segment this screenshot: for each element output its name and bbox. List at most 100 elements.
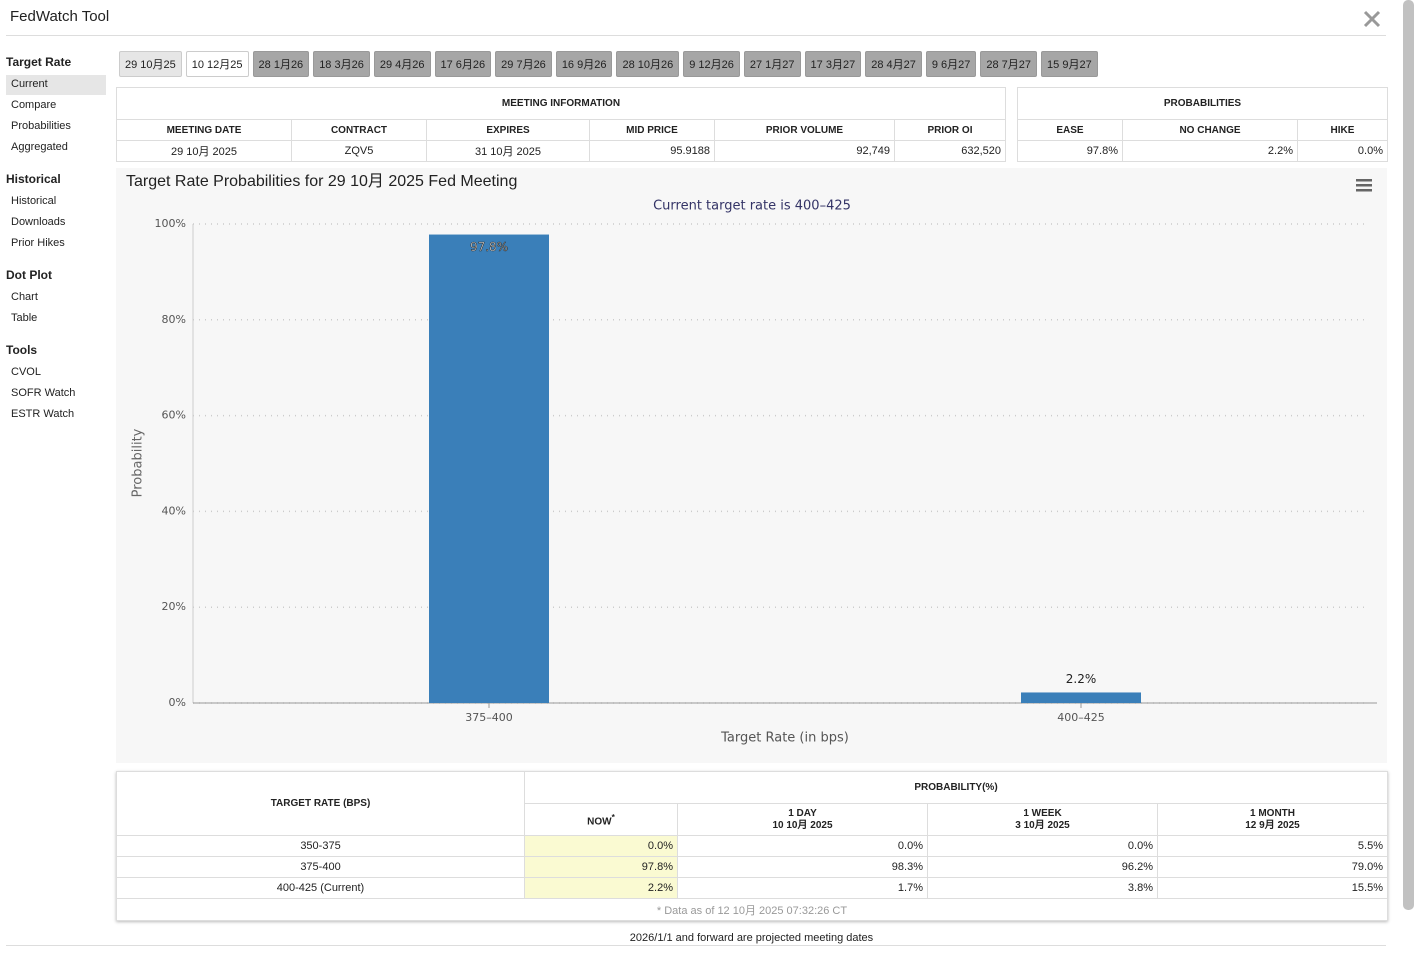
- column-name: 1 WEEK: [1023, 807, 1062, 819]
- tab[interactable]: 16 9月26: [555, 51, 613, 77]
- nav-item[interactable]: Downloads: [11, 216, 66, 228]
- tab[interactable]: 28 4月27: [865, 51, 922, 77]
- row: NOW* 1 DAY 10 10月 2025 1 WEEK 3 10月 2025 1 MO…: [117, 803, 1388, 836]
- row: 375-400 97.8% 98.3% 96.2% 79.0%: [116, 856, 1388, 878]
- cell: 97.8%: [524, 856, 678, 878]
- tab-bar: 29 10月25 10 12月25 28 1月26 18 3月26 29 4月26 17 …: [119, 51, 1399, 77]
- tab[interactable]: 17 6月26: [434, 51, 492, 77]
- cell: 97.8%: [1017, 140, 1123, 162]
- section-title: Historical: [6, 172, 61, 186]
- nav-item[interactable]: Current: [6, 75, 106, 95]
- cell: 0.0%: [1297, 140, 1388, 162]
- column-header: EASE: [1017, 119, 1123, 141]
- row: 350-375 0.0% 0.0% 0.0% 5.5%: [116, 835, 1388, 857]
- row: 29 10月 2025 ZQV5 31 10月 2025 95.9188 92,749 6…: [116, 140, 1006, 162]
- sidebar: Target Rate Current Compare Probabilities Ag…: [6, 55, 106, 426]
- nav-item[interactable]: Aggregated: [11, 141, 68, 153]
- tab[interactable]: 15 9月27: [1041, 51, 1098, 77]
- table-title: PROBABILITY(%): [524, 771, 1388, 804]
- y-tick-label: 60%: [162, 409, 186, 422]
- cell: 2.2%: [1122, 140, 1298, 162]
- y-tick-label: 80%: [162, 313, 186, 326]
- tab[interactable]: 28 1月26: [252, 51, 310, 77]
- row: MEETING INFORMATION: [116, 87, 1006, 120]
- row: 400-425 (Current) 2.2% 1.7% 3.8% 15.5%: [116, 877, 1388, 899]
- chart-subtitle: Current target rate is 400–425: [653, 199, 851, 214]
- nav-item[interactable]: Historical: [11, 195, 57, 207]
- tab[interactable]: 28 10月26: [616, 51, 680, 77]
- column-date: 10 10月 2025: [772, 819, 833, 831]
- column-header: 1 WEEK 3 10月 2025: [927, 803, 1158, 836]
- column-header: NOW*: [524, 803, 678, 836]
- nav-item[interactable]: ESTR Watch: [11, 408, 75, 420]
- column-header: CONTRACT: [291, 119, 427, 141]
- tab[interactable]: 17 3月27: [804, 51, 862, 77]
- column-header: PRIOR OI: [894, 119, 1006, 141]
- cell: 1.7%: [677, 877, 928, 899]
- nav-item[interactable]: CVOL: [11, 366, 41, 378]
- x-tick-label: 375–400: [465, 711, 513, 724]
- table: MEETING INFORMATION MEETING DATE CONTRACT E…: [116, 87, 1006, 162]
- nav-item[interactable]: SOFR Watch: [11, 387, 76, 399]
- row: MEETING DATE CONTRACT EXPIRES MID PRICE PRIO…: [116, 119, 1006, 141]
- y-tick-label: 100%: [155, 217, 186, 230]
- cell: 2.2%: [524, 877, 678, 899]
- y-tick-label: 20%: [162, 600, 186, 613]
- cell: 0.0%: [524, 835, 678, 857]
- tab[interactable]: 27 1月27: [743, 51, 801, 77]
- close-button[interactable]: [1362, 9, 1382, 29]
- cell: 96.2%: [927, 856, 1158, 878]
- table: TARGET RATE (BPS) PROBABILITY(%) NOW* 1 DAY…: [116, 771, 1388, 921]
- cell: 3.8%: [927, 877, 1158, 899]
- column-header: PRIOR VOLUME: [714, 119, 895, 141]
- tab[interactable]: 29 10月25: [119, 51, 182, 77]
- tab[interactable]: 29 4月26: [373, 51, 431, 77]
- scrollbar[interactable]: [1403, 0, 1414, 910]
- row: EASE NO CHANGE HIKE: [1017, 119, 1388, 141]
- nav-item[interactable]: Chart: [11, 291, 38, 303]
- table-title: MEETING INFORMATION: [116, 87, 1006, 120]
- chart-title: Target Rate Probabilities for 29 10月 202…: [126, 173, 517, 190]
- row: * Data as of 12 10月 2025 07:32:26 CT: [116, 898, 1388, 921]
- y-axis-label: Probability: [131, 428, 146, 497]
- tab[interactable]: 28 7月27: [980, 51, 1038, 77]
- tab[interactable]: 9 6月27: [925, 51, 977, 77]
- nav-item[interactable]: Table: [11, 312, 38, 324]
- tab[interactable]: 9 12月26: [683, 51, 740, 77]
- column-header: TARGET RATE (BPS): [116, 771, 525, 836]
- cell: 5.5%: [1157, 835, 1388, 857]
- tab[interactable]: 29 7月26: [495, 51, 552, 77]
- cell: 29 10月 2025: [116, 140, 292, 162]
- x-axis-label: Target Rate (in bps): [720, 731, 849, 746]
- nav-item[interactable]: Compare: [11, 99, 57, 111]
- note: 2026/1/1 and forward are projected meeti…: [629, 932, 874, 944]
- column-header: MID PRICE: [589, 119, 715, 141]
- tab[interactable]: 18 3月26: [313, 51, 370, 77]
- cell: 350-375: [116, 835, 525, 857]
- column-date: 12 9月 2025: [1245, 819, 1300, 831]
- column-header: 1 MONTH 12 9月 2025: [1157, 803, 1388, 836]
- cell: 15.5%: [1157, 877, 1388, 899]
- app-title: FedWatch Tool: [10, 8, 110, 25]
- cell: 632,520: [894, 140, 1006, 162]
- y-tick-label: 0%: [169, 696, 186, 709]
- data-label: 97.8%: [470, 240, 508, 254]
- cell: 31 10月 2025: [426, 140, 590, 162]
- footnote-mark: *: [611, 811, 615, 822]
- meeting-info: MEETING INFORMATION MEETING DATE CONTRACT E…: [116, 87, 1006, 162]
- nav-item[interactable]: Prior Hikes: [11, 237, 65, 249]
- cell: ZQV5: [291, 140, 427, 162]
- column-name: 1 DAY: [788, 807, 817, 819]
- divider: [6, 35, 1386, 36]
- probabilities: PROBABILITIES EASE NO CHANGE HIKE 97.8% 2.2% 0…: [1017, 87, 1388, 162]
- row: PROBABILITIES: [1017, 87, 1388, 120]
- cell: 375-400: [116, 856, 525, 878]
- menu-button[interactable]: [1356, 179, 1372, 192]
- cell: 98.3%: [677, 856, 928, 878]
- tab[interactable]: 10 12月25: [185, 51, 249, 77]
- probability-table: TARGET RATE (BPS) PROBABILITY(%) NOW* 1 DAY…: [116, 771, 1388, 921]
- cell: 79.0%: [1157, 856, 1388, 878]
- column-header: MEETING DATE: [116, 119, 292, 141]
- nav-item[interactable]: Probabilities: [11, 120, 71, 132]
